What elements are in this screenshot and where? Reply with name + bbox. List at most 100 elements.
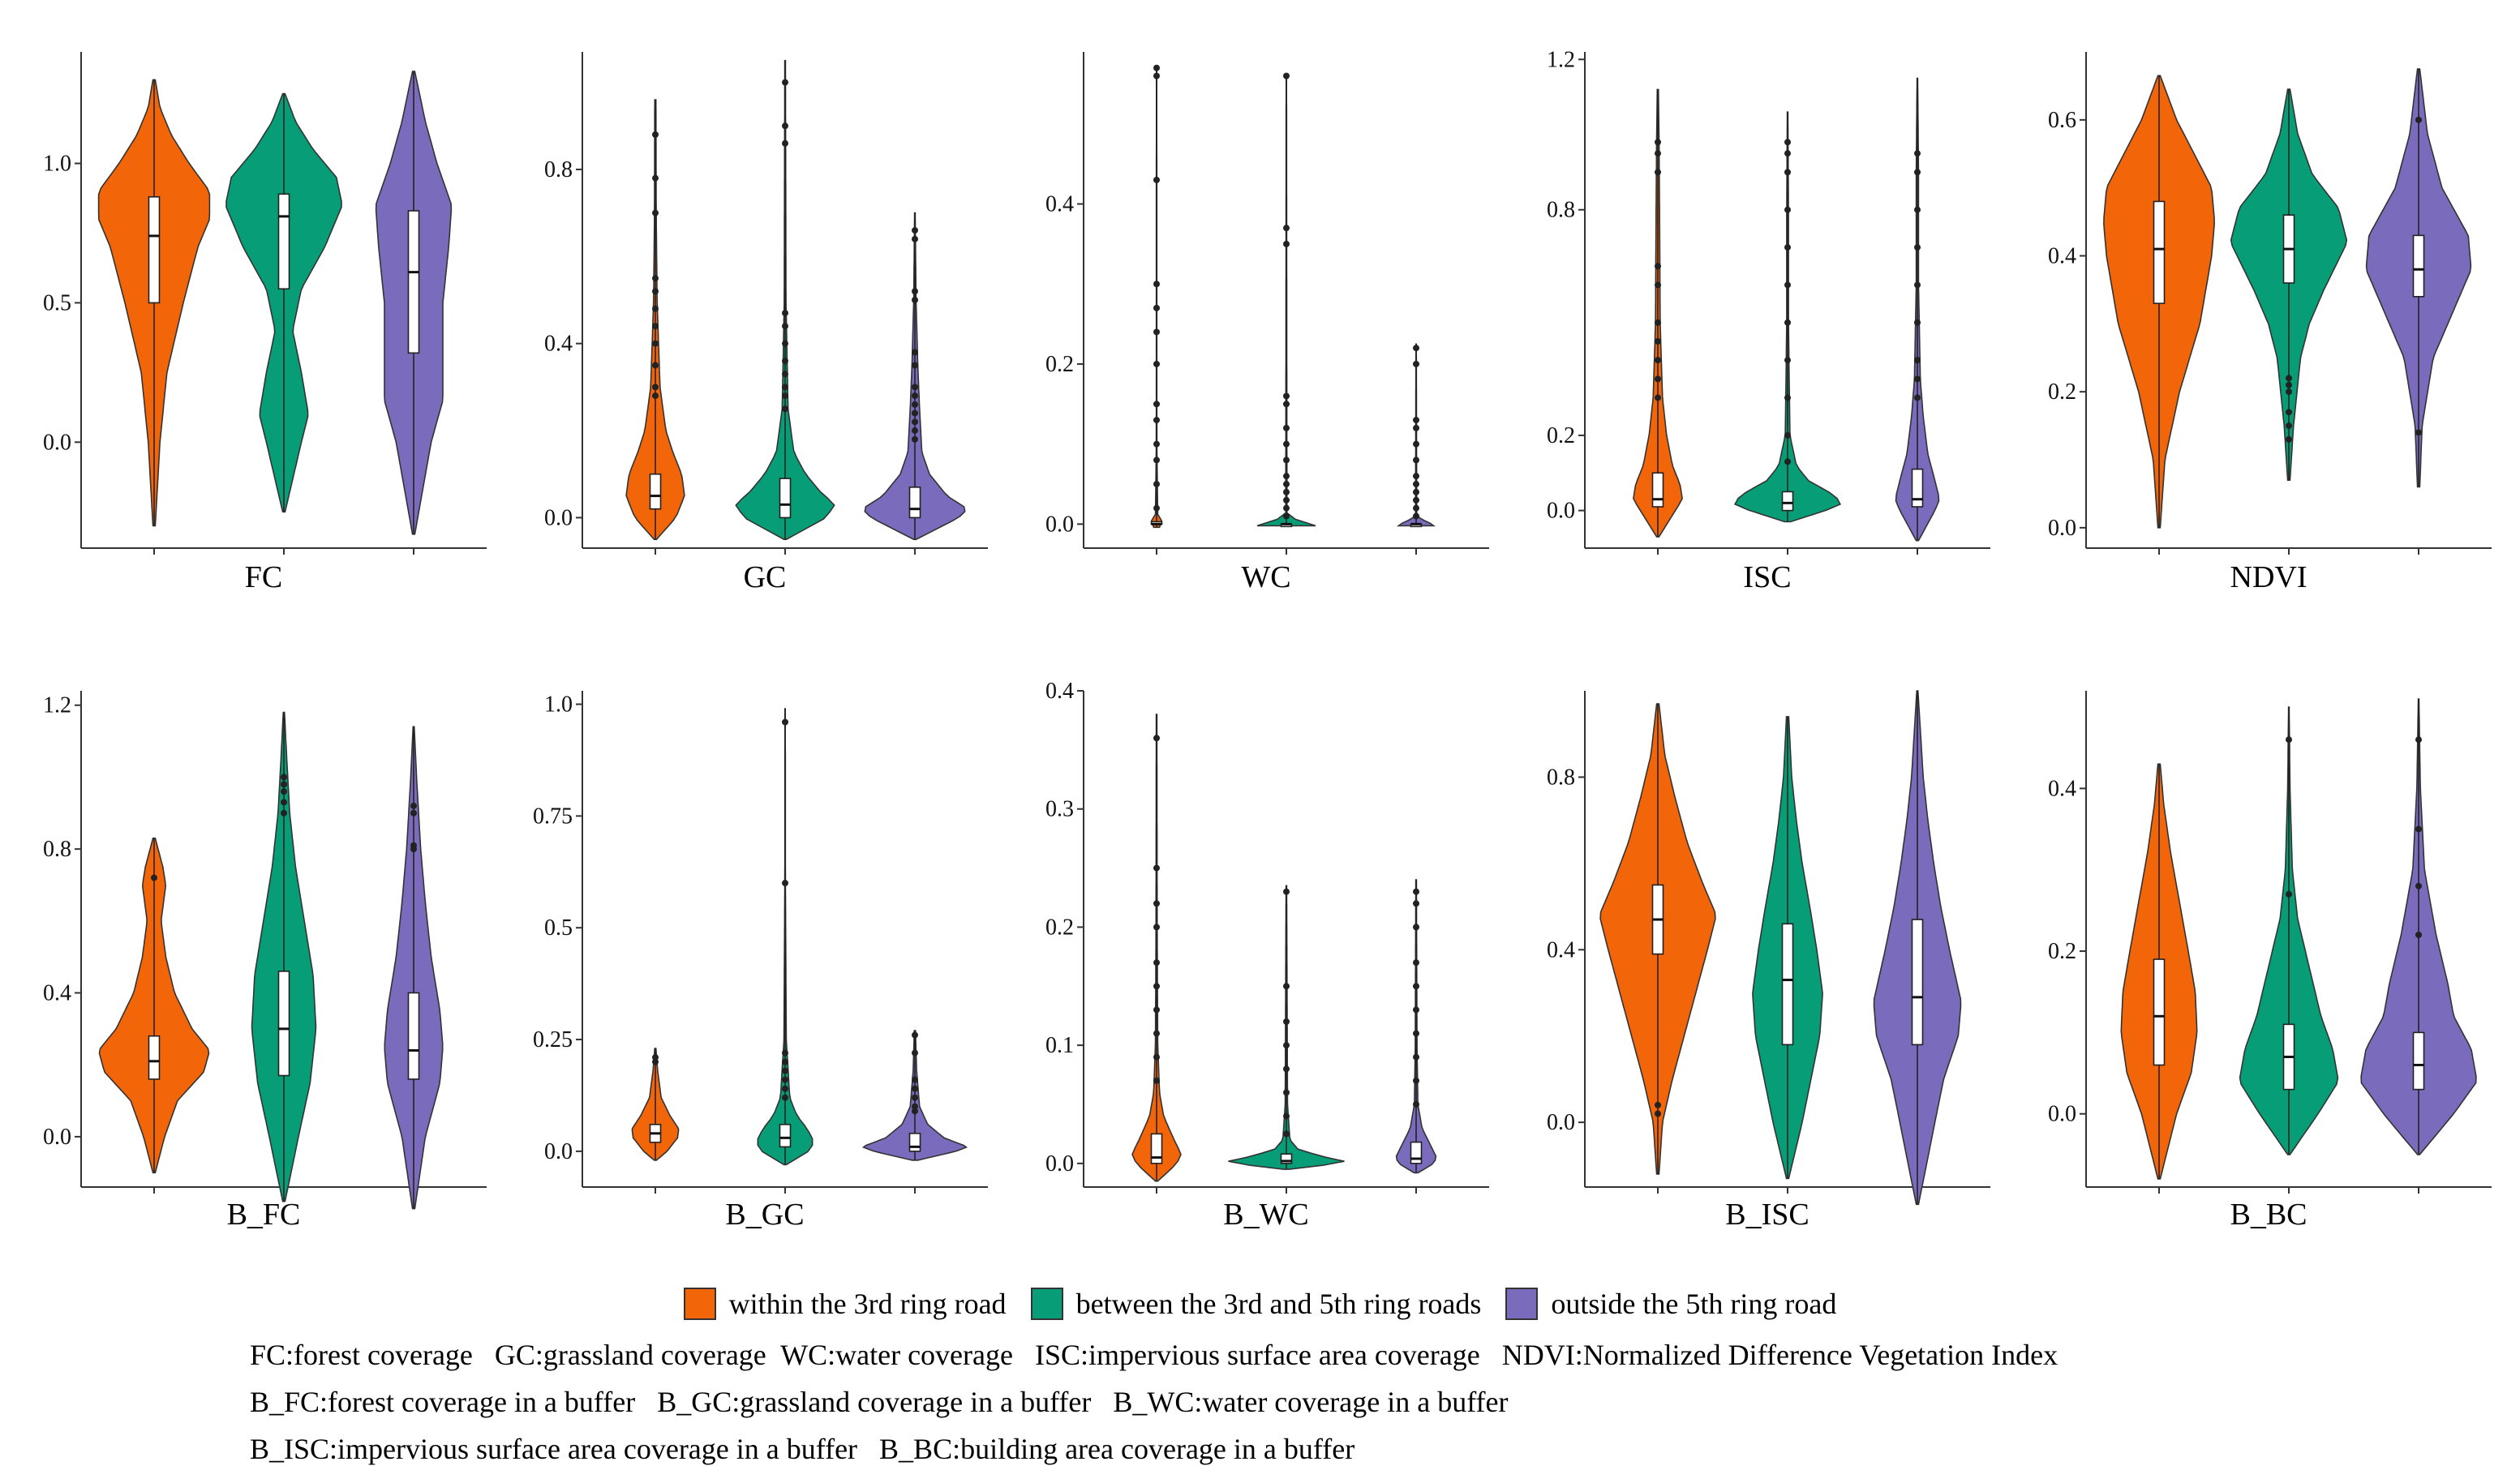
outlier-point xyxy=(410,802,417,809)
y-tick-label: 0.0 xyxy=(1547,499,1575,524)
panel-b-wc: 0.0 0.1 0.2 0.3 0.4 B_WC xyxy=(1045,679,1489,1232)
outlier-point xyxy=(2415,882,2422,889)
outlier-point xyxy=(1283,504,1290,512)
outlier-point xyxy=(912,288,918,295)
outlier-point xyxy=(1153,900,1160,907)
outlier-point xyxy=(912,1031,918,1039)
outlier-point xyxy=(782,405,788,413)
outlier-point xyxy=(652,362,659,369)
outlier-point xyxy=(1153,983,1160,990)
y-tick-label: 0.1 xyxy=(1045,1033,1074,1058)
outlier-point xyxy=(1283,488,1290,495)
outlier-point xyxy=(1655,263,1661,270)
outlier-point xyxy=(782,384,788,391)
y-tick-label: 0.4 xyxy=(1547,937,1575,962)
outlier-point xyxy=(1413,983,1419,990)
outlier-point xyxy=(1413,345,1419,352)
outlier-point xyxy=(782,340,788,347)
outlier-point xyxy=(912,409,918,417)
y-tick-label: 0.3 xyxy=(1045,797,1074,822)
outlier-point xyxy=(1153,864,1160,872)
outlier-point xyxy=(281,788,287,795)
outlier-point xyxy=(1283,1130,1290,1138)
y-tick-label: 0.4 xyxy=(2048,244,2076,269)
outlier-point xyxy=(912,435,918,443)
outlier-point xyxy=(1413,456,1419,464)
panel-x-label: GC xyxy=(744,560,787,594)
outlier-point xyxy=(1153,328,1160,336)
outlier-point xyxy=(1784,281,1791,289)
outlier-point xyxy=(912,1103,918,1110)
outlier-point xyxy=(1784,150,1791,157)
outlier-point xyxy=(2286,890,2292,898)
outlier-point xyxy=(1413,1077,1419,1084)
legend-item-between-3rd-5th: between the 3rd and 5th ring roads xyxy=(1030,1287,1481,1321)
outlier-point xyxy=(912,418,918,426)
outlier-point xyxy=(912,427,918,435)
outlier-point xyxy=(1413,488,1419,495)
outlier-point xyxy=(1153,72,1160,79)
outlier-point xyxy=(1153,504,1160,512)
iqr-box xyxy=(779,1124,792,1148)
iqr-box xyxy=(1911,468,1924,508)
iqr-box xyxy=(908,1133,921,1152)
outlier-point xyxy=(1283,240,1290,247)
y-tick-label: 1.2 xyxy=(43,693,71,718)
outlier-point xyxy=(1283,496,1290,504)
outlier-point xyxy=(1784,244,1791,251)
y-tick-label: 0.4 xyxy=(43,981,71,1006)
outlier-point xyxy=(1914,281,1921,289)
iqr-box xyxy=(148,1035,161,1080)
y-tick-label: 1.0 xyxy=(43,152,71,177)
outlier-point xyxy=(912,362,918,369)
outlier-point xyxy=(2286,435,2292,443)
outlier-point xyxy=(1914,206,1921,213)
outlier-point xyxy=(1413,888,1419,895)
outlier-point xyxy=(1655,139,1661,146)
panel-x-label: B_ISC xyxy=(1725,1198,1809,1232)
outlier-point xyxy=(782,79,788,86)
outlier-point xyxy=(1655,319,1661,326)
outlier-point xyxy=(912,227,918,234)
iqr-box xyxy=(2412,234,2425,298)
y-tick-label: 0.4 xyxy=(544,332,573,357)
outlier-point xyxy=(1413,473,1419,480)
iqr-box xyxy=(1781,491,1794,512)
outlier-point xyxy=(782,122,788,130)
outlier-point xyxy=(1413,496,1419,504)
panel-x-label: B_GC xyxy=(725,1198,804,1232)
iqr-box xyxy=(2153,200,2166,304)
iqr-box xyxy=(1280,1153,1293,1164)
outlier-point xyxy=(1413,1101,1419,1108)
outlier-point xyxy=(1283,392,1290,400)
outlier-point xyxy=(1413,900,1419,907)
y-tick-label: 0.8 xyxy=(1547,765,1575,790)
outlier-point xyxy=(1283,512,1290,520)
outlier-point xyxy=(2286,409,2292,416)
outlier-point xyxy=(1914,394,1921,401)
panel-b-isc: 0.0 0.4 0.8 B_ISC xyxy=(1547,690,1990,1232)
y-tick-label: 1.0 xyxy=(544,692,573,718)
iqr-box xyxy=(649,473,662,510)
outlier-point xyxy=(1153,281,1160,288)
outlier-point xyxy=(410,809,417,817)
outlier-point xyxy=(1283,401,1290,408)
outlier-point xyxy=(1413,360,1419,367)
outlier-point xyxy=(782,1076,788,1083)
outlier-point xyxy=(2415,429,2422,436)
outlier-point xyxy=(1413,440,1419,448)
outlier-point xyxy=(1283,1112,1290,1120)
outlier-point xyxy=(782,371,788,378)
legend-swatch-between-3rd-5th xyxy=(1030,1288,1063,1320)
outlier-point xyxy=(782,1067,788,1074)
outlier-point xyxy=(1153,360,1160,367)
y-tick-label: 0.0 xyxy=(1547,1110,1575,1135)
y-tick-label: 0.5 xyxy=(544,915,573,941)
panel-x-label: B_FC xyxy=(227,1198,301,1232)
iqr-box xyxy=(1651,472,1664,508)
outlier-point xyxy=(1413,512,1419,520)
legend-item-within-3rd: within the 3rd ring road xyxy=(683,1287,1007,1321)
outlier-point xyxy=(1153,959,1160,967)
outlier-point xyxy=(652,384,659,391)
outlier-point xyxy=(1784,394,1791,401)
